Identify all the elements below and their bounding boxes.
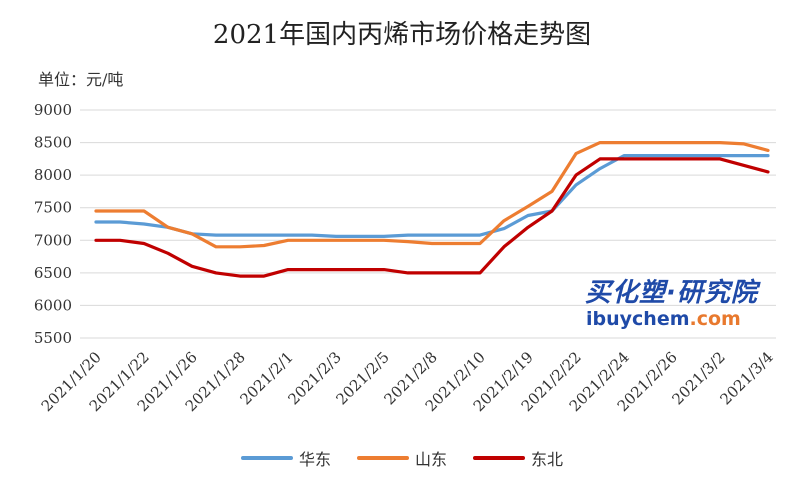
- chart-title: 2021年国内丙烯市场价格走势图: [212, 20, 592, 50]
- chart-legend: 华东 山东 东北: [0, 446, 804, 470]
- y-axis-unit-label: 单位：元/吨: [38, 70, 124, 89]
- y-tick-label: 8000: [34, 166, 72, 184]
- y-tick-label: 7500: [34, 199, 72, 217]
- legend-swatch: [240, 456, 293, 460]
- watermark-brand: 买化塑·研究院: [585, 278, 758, 308]
- y-tick-label: 8500: [34, 134, 72, 152]
- legend-label: 东北: [531, 450, 564, 469]
- watermark-url: ibuychem.com: [586, 308, 741, 330]
- y-tick-label: 5500: [34, 329, 72, 347]
- y-tick-label: 9000: [34, 101, 72, 119]
- watermark-url-main: ibuychem: [586, 308, 690, 330]
- legend-swatch: [473, 456, 525, 460]
- y-tick-label: 7000: [34, 231, 72, 249]
- legend-item: 山东: [356, 446, 447, 470]
- x-tick-label: 2021/3/4: [716, 348, 776, 408]
- legend-swatch: [356, 456, 409, 460]
- line-chart: 550060006500700075008000850090002021/1/2…: [34, 101, 777, 415]
- legend-item: 东北: [473, 446, 563, 470]
- series-line-华东: [94, 154, 770, 238]
- series-line-山东: [94, 141, 770, 249]
- watermark-url-tld: .com: [689, 308, 741, 330]
- legend-label: 山东: [414, 450, 447, 469]
- series-line-东北: [94, 157, 770, 278]
- y-tick-label: 6500: [34, 264, 72, 282]
- legend-item: 华东: [240, 446, 331, 470]
- legend-label: 华东: [298, 450, 331, 469]
- y-tick-label: 6000: [34, 296, 72, 314]
